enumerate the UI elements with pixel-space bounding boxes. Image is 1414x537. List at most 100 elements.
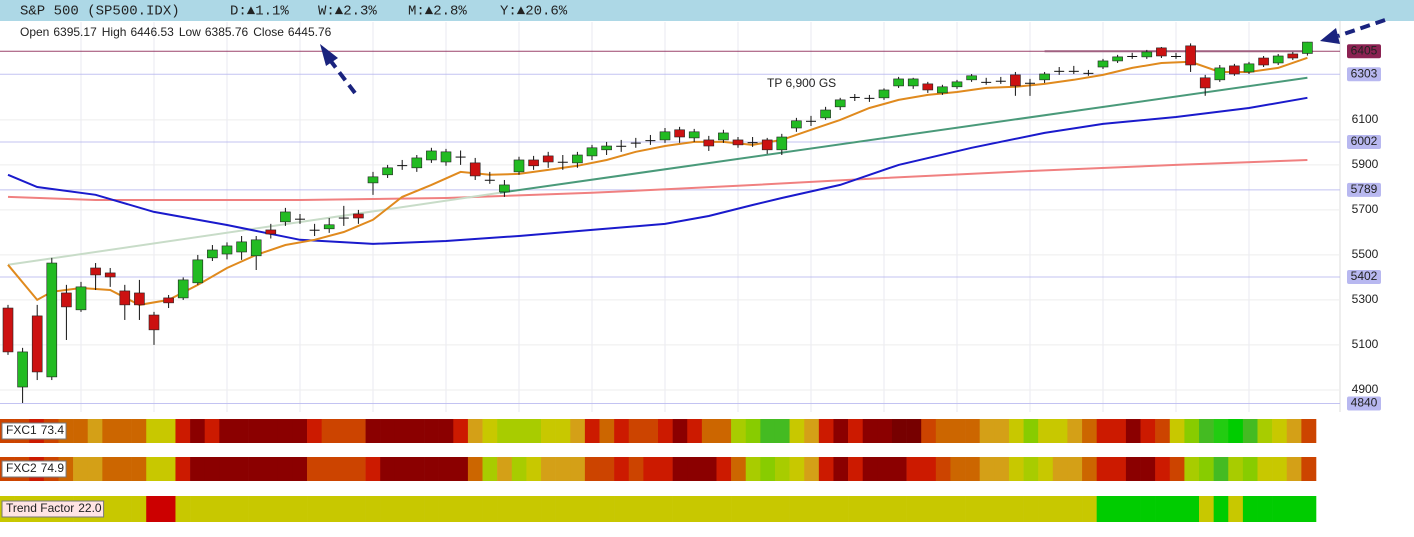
candle-body [1185, 45, 1196, 66]
candle-body [1010, 74, 1021, 87]
indicator-cell [131, 457, 147, 481]
candle-body [148, 314, 160, 331]
indicator-cell [658, 457, 673, 481]
indicator-cell [219, 419, 235, 443]
level-badge [1347, 67, 1381, 82]
candle-body [586, 147, 598, 157]
indicator-cell [1272, 457, 1288, 481]
candle-body [907, 78, 919, 87]
candle-body [163, 297, 174, 304]
candle-body [309, 229, 320, 231]
indicator-cell [877, 457, 893, 481]
symbol-title: S&P 500 (SP500.IDX) [20, 4, 180, 20]
candle-body [659, 131, 671, 141]
candle-body [806, 120, 816, 122]
indicator-cell [541, 457, 556, 481]
ohlc-value: 6446.53 [130, 25, 174, 39]
indicator-cell [1082, 496, 1097, 522]
indicator-cell [438, 496, 454, 522]
indicator-cell [453, 419, 469, 443]
indicator-cell [1082, 457, 1097, 481]
annotation: TP 6,900 GS [767, 76, 836, 90]
indicator-cell [921, 496, 937, 522]
indicator-cell [380, 496, 396, 522]
candle-body [323, 224, 335, 230]
indicator-cell [716, 496, 732, 522]
candle-body [134, 292, 145, 306]
indicator-cell [409, 457, 425, 481]
ohlc-value: 6445.76 [288, 25, 332, 39]
indicator-cell [102, 419, 118, 443]
indicator-cell [1242, 419, 1258, 443]
indicator-cell [87, 419, 103, 443]
candle-body [834, 99, 846, 108]
indicator-cell [190, 419, 206, 443]
indicator-cell [160, 419, 176, 443]
indicator-cell [862, 419, 878, 443]
indicator-cell [848, 496, 864, 522]
candle-body [411, 157, 423, 169]
indicator-cell [1286, 496, 1302, 522]
indicator-cell [614, 457, 630, 481]
indicator-cell [497, 496, 513, 522]
candle-body [426, 150, 437, 161]
indicator-cell [511, 457, 527, 481]
candle-body [31, 315, 43, 373]
indicators: FXC1 73.4 FXC2 74.9 Trend Factor 22.0 [0, 419, 1317, 522]
candle-body [645, 140, 656, 142]
indicator-cell [380, 457, 396, 481]
candle-body [1141, 51, 1153, 58]
level-badge [1347, 182, 1381, 197]
indicator-cell [570, 419, 586, 443]
candle-body [820, 109, 831, 119]
indicator-cell [1140, 457, 1156, 481]
indicator-cell [774, 457, 790, 481]
candle-body [250, 239, 262, 257]
candle-body [1112, 56, 1123, 62]
indicator-cell [789, 419, 805, 443]
indicator-cell [1184, 496, 1200, 522]
indicator-cell [935, 496, 951, 522]
indicator-line [7, 191, 501, 266]
candle-body [367, 176, 379, 184]
indicator-cell [994, 419, 1010, 443]
indicator-cell [277, 419, 293, 443]
indicator-line [7, 96, 1308, 245]
indicator-cell [965, 419, 980, 443]
indicator-cell [1155, 457, 1171, 481]
candle-body [732, 139, 744, 146]
indicator-cell [1242, 457, 1258, 481]
indicator-cell [233, 419, 249, 443]
indicator-cell [731, 457, 747, 481]
candle-body [440, 151, 452, 163]
indicator-cell [263, 419, 279, 443]
indicator-cell [453, 496, 469, 522]
indicator-cell [1023, 457, 1039, 481]
indicator-cell [818, 496, 834, 522]
indicator-cell [365, 457, 381, 481]
indicator-cell [672, 419, 688, 443]
indicator-cell [1038, 457, 1054, 481]
indicator-cell [701, 457, 717, 481]
indicator-cell [1111, 457, 1127, 481]
indicator-cell [687, 419, 703, 443]
indicator-cell [789, 496, 805, 522]
indicator-cell [116, 496, 132, 522]
indicator-cell [336, 419, 352, 443]
candle-body [966, 75, 977, 81]
change-label: D:▲1.1% [230, 4, 289, 20]
candle-body [951, 81, 963, 88]
indicator-cell [862, 457, 878, 481]
candle-body [616, 145, 627, 147]
indicator-cell [950, 419, 966, 443]
indicator-cell [1038, 419, 1054, 443]
indicator-cell [204, 457, 220, 481]
indicator-cell [307, 419, 322, 443]
indicator-cell [979, 457, 995, 481]
candle-body [1229, 65, 1240, 75]
indicator-cell [1286, 419, 1302, 443]
indicator-cell [906, 496, 922, 522]
indicator-cell [1272, 419, 1288, 443]
indicator-cell [979, 496, 995, 522]
indicator-cell [570, 496, 586, 522]
